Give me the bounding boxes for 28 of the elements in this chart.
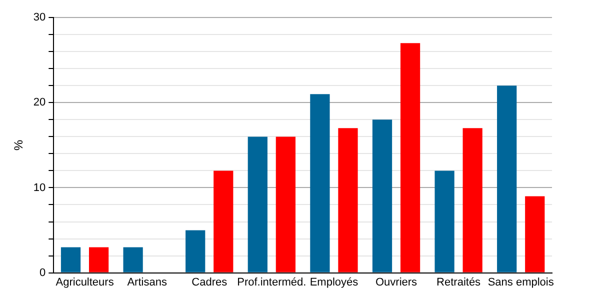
bar	[525, 196, 545, 272]
bar	[338, 128, 358, 272]
bar	[400, 43, 420, 272]
y-axis-title: %	[12, 140, 26, 151]
bar	[60, 247, 81, 272]
x-tick-label: Agriculteurs	[56, 276, 114, 288]
bar	[372, 120, 392, 272]
bar	[123, 247, 143, 272]
x-tick-label: Artisans	[127, 276, 168, 288]
y-tick-label: 0	[40, 266, 46, 279]
y-tick-label: 30	[33, 12, 46, 24]
bar	[310, 94, 330, 272]
x-tick-label: Retraités	[436, 276, 482, 288]
bar	[462, 128, 482, 272]
bar	[186, 230, 206, 272]
x-tick-label: Ouvriers	[375, 276, 418, 288]
x-tick-label: Prof.interméd.	[237, 276, 306, 288]
bar	[434, 170, 454, 272]
bar	[248, 136, 268, 272]
y-tick-label: 10	[33, 182, 46, 194]
x-tick-label: Sans emplois	[488, 276, 554, 288]
x-tick-label: Cadres	[192, 276, 228, 288]
bar	[497, 86, 517, 272]
x-tick-label: Employés	[310, 276, 359, 288]
bar	[88, 247, 109, 272]
bar	[276, 136, 296, 272]
y-tick-label: 20	[33, 96, 46, 109]
bar	[214, 170, 234, 272]
